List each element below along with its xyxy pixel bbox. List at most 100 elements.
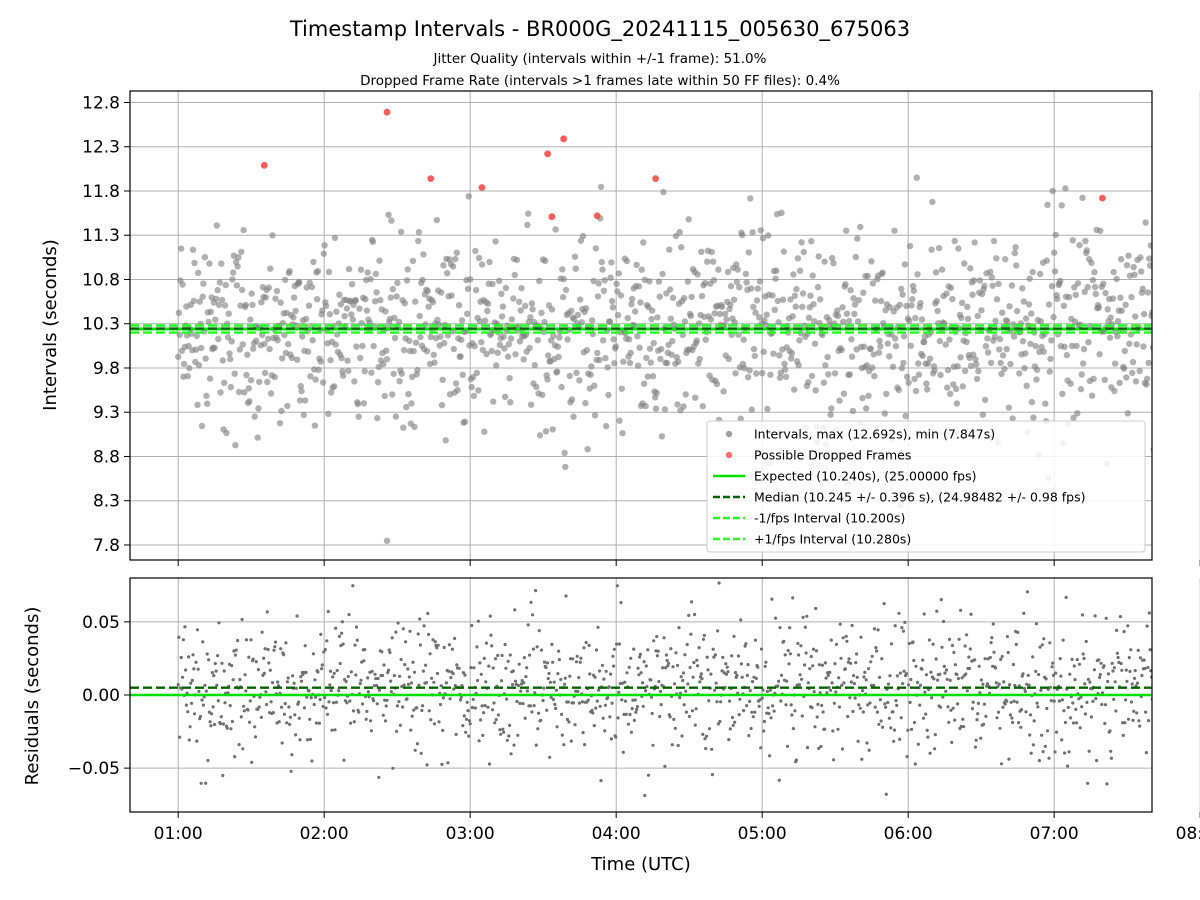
interval-point	[911, 375, 918, 383]
interval-point	[1030, 414, 1037, 421]
interval-point	[999, 309, 1006, 316]
residual-point	[1012, 699, 1016, 703]
interval-point	[507, 335, 515, 342]
residual-point	[218, 722, 223, 726]
interval-point	[241, 389, 248, 396]
interval-point	[355, 413, 362, 420]
residual-point	[950, 740, 954, 745]
residual-point	[1011, 662, 1016, 667]
residual-point	[282, 712, 286, 716]
residual-point	[490, 708, 495, 712]
residual-point	[384, 704, 388, 708]
interval-point	[345, 367, 352, 374]
interval-point	[526, 344, 533, 352]
residual-point	[397, 700, 401, 704]
interval-point	[1022, 350, 1029, 357]
dropped-frame-points	[260, 108, 1106, 221]
residual-point	[545, 661, 550, 665]
interval-point	[716, 310, 724, 318]
residual-point	[326, 609, 330, 614]
residual-point	[1060, 738, 1064, 742]
residual-point	[273, 640, 278, 644]
residual-point	[967, 655, 971, 659]
residual-point	[299, 679, 304, 683]
interval-point	[1072, 291, 1080, 298]
residual-point	[833, 662, 837, 666]
interval-point	[675, 358, 682, 365]
interval-point	[494, 349, 501, 356]
interval-point	[232, 442, 239, 449]
residual-point	[961, 717, 965, 721]
residual-point	[416, 632, 420, 636]
interval-point	[1190, 372, 1196, 378]
interval-point	[273, 287, 281, 295]
interval-point	[274, 337, 281, 344]
interval-point	[901, 261, 909, 268]
residual-point	[762, 719, 767, 724]
interval-point	[380, 360, 387, 368]
residual-point	[179, 655, 183, 660]
residual-point	[1113, 680, 1117, 684]
residual-point	[876, 628, 880, 632]
interval-point	[325, 268, 333, 276]
residual-point	[789, 703, 793, 707]
residual-point	[385, 698, 389, 702]
interval-point	[242, 301, 249, 309]
interval-point	[822, 362, 829, 369]
residual-point	[360, 702, 365, 706]
residual-point	[273, 645, 277, 649]
residual-point	[1086, 677, 1090, 681]
residual-point	[619, 601, 623, 605]
residual-point	[889, 642, 894, 646]
residual-point	[466, 709, 470, 713]
residual-point	[1137, 719, 1141, 723]
residual-point	[1115, 651, 1119, 655]
residual-point	[778, 626, 782, 630]
residual-point	[415, 706, 419, 710]
interval-point	[618, 385, 625, 392]
interval-point	[1129, 369, 1136, 377]
interval-point	[265, 284, 272, 291]
interval-point	[176, 331, 183, 339]
residual-point	[751, 680, 755, 684]
residual-point	[892, 728, 897, 732]
interval-point	[657, 355, 664, 363]
residual-point	[1112, 697, 1116, 702]
interval-point	[724, 268, 732, 276]
y-tick-label: 12.8	[82, 94, 120, 114]
residual-point	[440, 762, 444, 767]
residual-point	[866, 703, 870, 707]
residual-point	[574, 660, 579, 664]
residual-point	[902, 669, 906, 673]
legend-label: +1/fps Interval (10.280s)	[754, 532, 911, 547]
residual-point	[1054, 671, 1058, 675]
residual-point	[374, 677, 378, 681]
interval-point	[981, 396, 989, 404]
interval-point	[1120, 365, 1128, 372]
interval-point	[1082, 237, 1089, 245]
residual-point	[460, 684, 464, 688]
residual-point	[659, 703, 663, 707]
interval-point	[457, 353, 464, 360]
residual-point	[1154, 704, 1157, 707]
legend-label: Possible Dropped Frames	[754, 448, 911, 463]
interval-point	[745, 249, 752, 256]
residual-point	[960, 676, 964, 680]
interval-point	[405, 390, 412, 398]
interval-point	[680, 403, 687, 410]
interval-point	[555, 353, 562, 361]
residual-point	[1165, 702, 1168, 705]
interval-point	[345, 265, 353, 273]
residuals-y-ticks: −0.050.000.05	[68, 613, 130, 779]
interval-point	[298, 387, 305, 395]
residual-point	[249, 638, 253, 642]
residual-point	[1111, 669, 1115, 673]
interval-point	[886, 353, 893, 360]
interval-point	[281, 331, 288, 339]
interval-point	[1166, 357, 1172, 363]
residual-point	[908, 700, 912, 705]
residual-point	[817, 746, 821, 751]
residual-point	[1138, 656, 1142, 660]
interval-point	[791, 386, 798, 393]
residual-point	[857, 703, 861, 707]
